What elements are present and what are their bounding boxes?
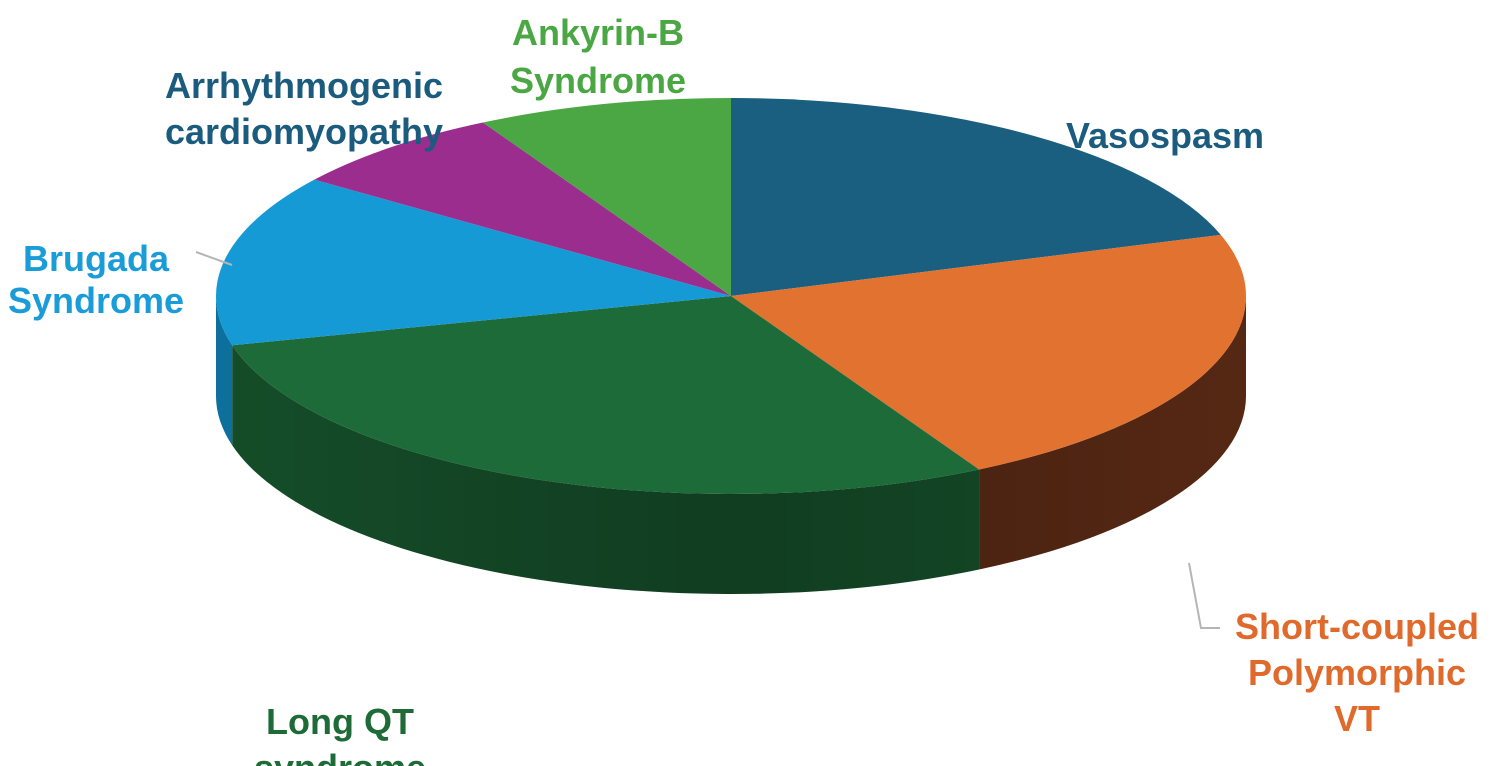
pie-slice-long-qt-syndrome: [232, 296, 980, 494]
slice-label-line: Arrhythmogenic: [165, 65, 443, 106]
slice-label-line: Vasospasm: [1066, 115, 1264, 156]
slice-label-line: syndrome: [254, 747, 426, 766]
leader-line-brugada-syndrome: [195, 251, 233, 266]
leader-line-short-coupled-polymorphic-vt: [1188, 562, 1220, 629]
pie-slice-short-coupled-polymorphic-vt: [731, 234, 1246, 470]
pie-top-layer: [216, 98, 1246, 494]
pie-slice-ankyrin-b-syndrome: [482, 98, 731, 296]
slice-label-line: cardiomyopathy: [165, 111, 443, 152]
slice-label-vasospasm: Vasospasm: [1066, 115, 1264, 156]
slice-label-ankyrin-b-syndrome: Ankyrin-B Syndrome: [510, 12, 686, 101]
slice-labels: Vasospasm Short-coupled Polymorphic VT Long …: [8, 12, 1479, 766]
slice-label-line: Polymorphic: [1248, 652, 1466, 693]
slice-label-line: Short-coupled: [1235, 606, 1479, 647]
slice-label-brugada-syndrome: Brugada Syndrome: [8, 238, 184, 321]
slice-label-short-coupled-polymorphic-vt: Short-coupled Polymorphic VT: [1235, 606, 1479, 739]
pie-side-shading: [216, 296, 1246, 594]
pie-slice-arrhythmogenic-cardiomyopathy: [314, 122, 731, 297]
pie-slice-brugada-syndrome: [216, 179, 732, 346]
pie-slice-vasospasm: [731, 98, 1221, 296]
slice-label-line: Brugada: [23, 238, 170, 279]
slice-label-line: Syndrome: [8, 280, 184, 321]
slice-label-arrhythmogenic-cardiomyopathy: Arrhythmogenic cardiomyopathy: [165, 65, 443, 152]
slice-label-line: Ankyrin-B: [512, 12, 684, 53]
slice-label-line: Syndrome: [510, 60, 686, 101]
pie-side-layer: [216, 296, 1246, 594]
slice-label-line: Long QT: [266, 701, 414, 742]
leader-lines: [195, 251, 1220, 629]
slice-label-line: VT: [1334, 698, 1380, 739]
slice-label-long-qt-syndrome: Long QT syndrome: [254, 701, 426, 766]
